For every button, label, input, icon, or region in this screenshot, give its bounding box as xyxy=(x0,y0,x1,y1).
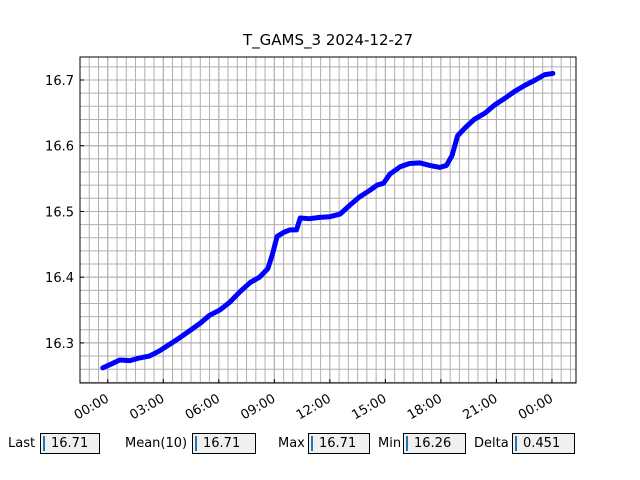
text-box[interactable]: 0.451 xyxy=(512,433,575,454)
control-label: Mean(10) xyxy=(125,436,188,451)
y-tick-label: 16.4 xyxy=(45,271,74,286)
cursor xyxy=(406,436,408,451)
cursor xyxy=(515,436,517,451)
text-box[interactable]: 16.71 xyxy=(308,433,370,454)
control: Delta 0.451 xyxy=(474,432,575,455)
x-tick-label: 09:00 xyxy=(238,391,278,423)
chart: T_GAMS_3 2024-12-27 16.3 16.4 16.5 16.6 16.7… xyxy=(45,31,577,423)
y-tick-label: 16.5 xyxy=(45,205,74,220)
control-label: Max xyxy=(278,436,305,451)
cursor xyxy=(195,436,197,451)
control-value: 16.71 xyxy=(51,436,89,451)
x-tick-label: 06:00 xyxy=(183,391,223,423)
text-box[interactable]: 16.26 xyxy=(403,433,466,454)
y-tick-label: 16.6 xyxy=(45,140,74,155)
text-box[interactable]: 16.71 xyxy=(192,433,256,454)
plot-frame xyxy=(79,56,577,384)
control-value: 16.71 xyxy=(203,436,241,451)
x-tick-label: 21:00 xyxy=(460,391,500,423)
control-label: Last xyxy=(8,436,36,451)
control: Min 16.26 xyxy=(378,432,466,455)
cursor xyxy=(43,436,45,451)
control-value: 0.451 xyxy=(523,436,561,451)
y-tick-label: 16.3 xyxy=(45,337,74,352)
y-tick-label: 16.7 xyxy=(45,74,74,89)
control-label: Min xyxy=(378,436,402,451)
control: Max 16.71 xyxy=(278,432,370,455)
control: Mean(10) 16.71 xyxy=(125,432,256,455)
control: Last 16.71 xyxy=(8,432,100,455)
chart-title: T_GAMS_3 2024-12-27 xyxy=(242,31,413,50)
x-tick-label: 03:00 xyxy=(127,391,167,423)
control-label: Delta xyxy=(474,436,509,451)
x-tick-label: 00:00 xyxy=(516,391,556,423)
cursor xyxy=(311,436,313,451)
data-line xyxy=(100,70,556,371)
x-tick-label: 12:00 xyxy=(294,391,334,423)
x-tick-label: 00:00 xyxy=(72,391,112,423)
text-box[interactable]: 16.71 xyxy=(40,433,100,454)
control-value: 16.26 xyxy=(414,436,452,451)
control-value: 16.71 xyxy=(319,436,357,451)
x-tick-label: 15:00 xyxy=(349,391,389,423)
x-tick-label: 18:00 xyxy=(405,391,445,423)
